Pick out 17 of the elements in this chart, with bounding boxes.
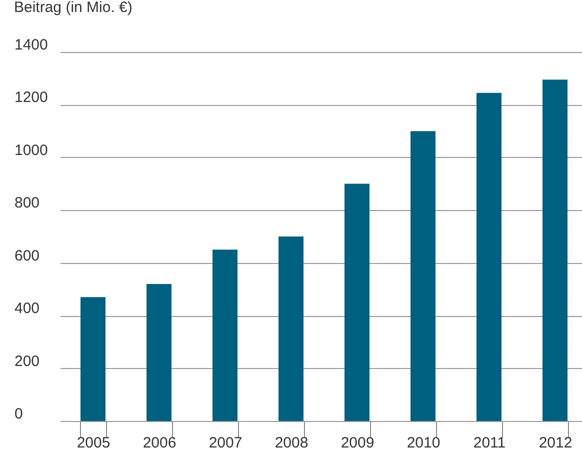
x-tick-label: 2005 (76, 434, 110, 452)
x-tick-label: 2011 (473, 434, 506, 452)
x-tick-label: 2008 (274, 434, 308, 452)
x-tick-label: 2012 (538, 434, 572, 452)
y-tick-label: 1200 (14, 89, 48, 106)
y-tick-label: 1400 (14, 36, 48, 54)
y-tick-label: 800 (14, 194, 40, 212)
y-tick-label: 0 (14, 406, 23, 422)
y-axis-title: Beitrag (in Mio. €) (14, 0, 132, 16)
y-tick-label: 400 (14, 300, 40, 318)
x-tick-label: 2010 (406, 434, 440, 452)
x-tick-label: 2007 (208, 434, 242, 452)
x-tick-label: 2006 (142, 434, 176, 452)
y-tick-label: 200 (14, 352, 40, 370)
x-tick-label: 2009 (340, 434, 374, 452)
y-tick-label: 1000 (14, 142, 48, 159)
y-tick-label: 600 (14, 247, 40, 264)
